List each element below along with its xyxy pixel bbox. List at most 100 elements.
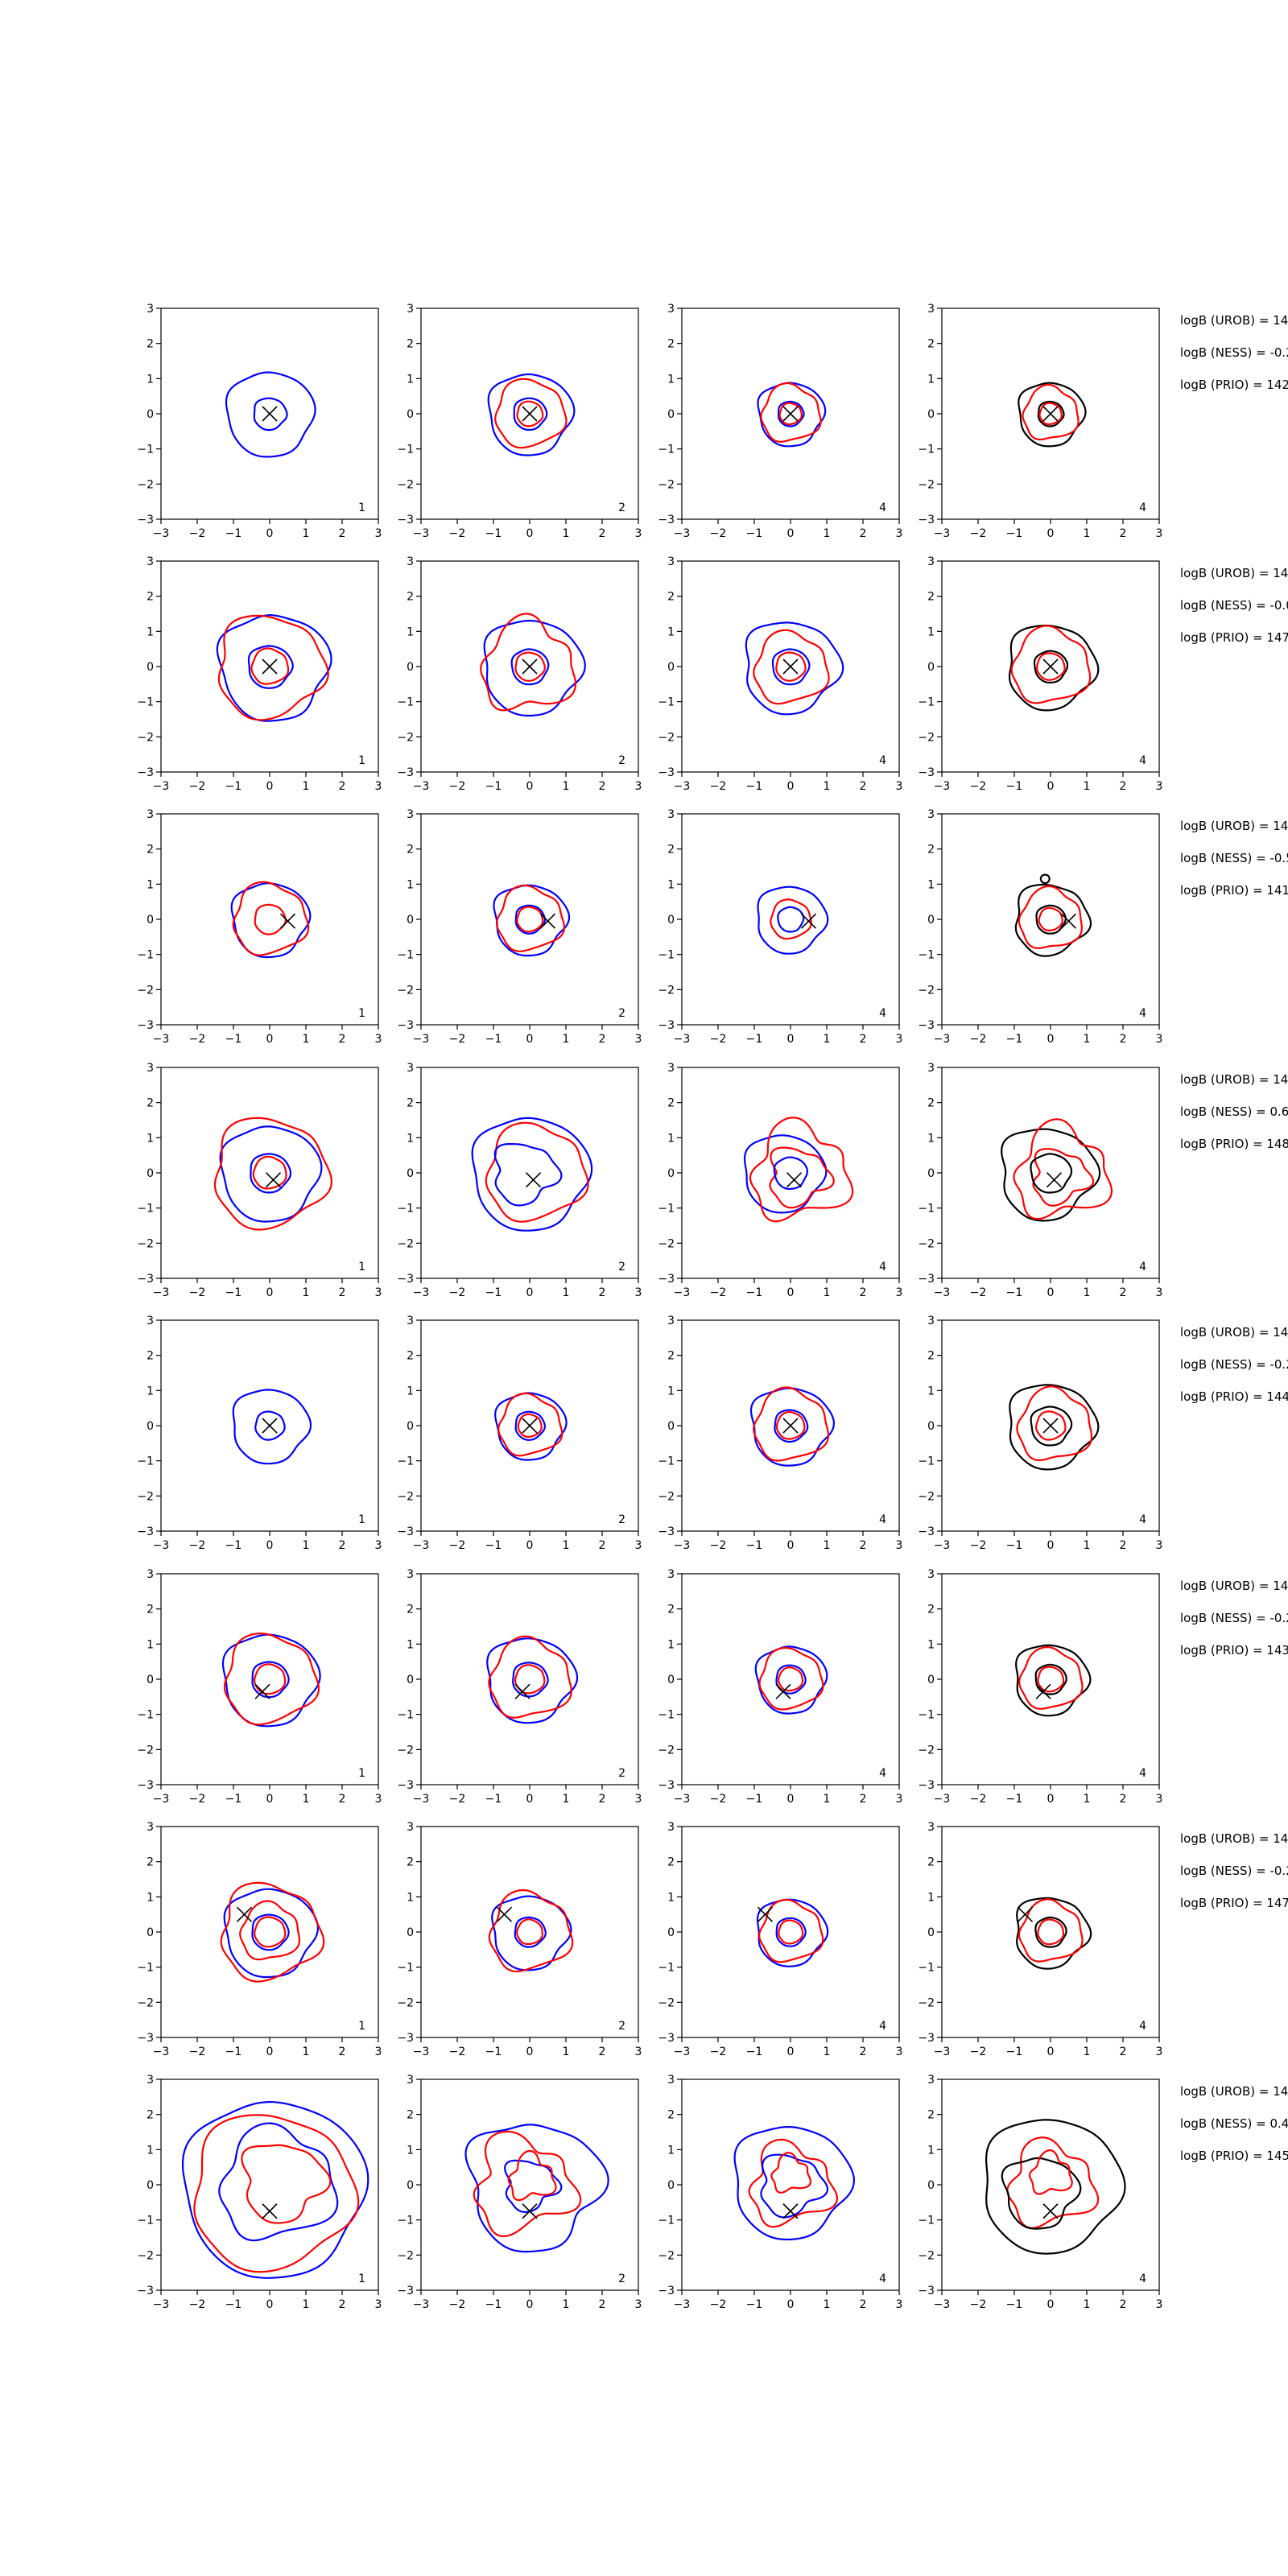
- y-tick-label: 0: [927, 1167, 935, 1180]
- y-tick-label: 0: [407, 1674, 414, 1686]
- y-tick-label: 3: [407, 2074, 414, 2087]
- blue-contour: [225, 371, 316, 458]
- x-tick-label: 3: [375, 1286, 382, 1299]
- panel-index-label: 1: [358, 1261, 365, 1274]
- x-tick-label: 1: [563, 527, 570, 540]
- x-tick-label: −2: [710, 1539, 727, 1552]
- red-contour: [1010, 625, 1092, 704]
- y-tick-label: −2: [918, 984, 935, 997]
- panel-index-label: 1: [358, 1007, 365, 1020]
- x-tick-label: −3: [674, 527, 691, 540]
- y-tick-label: 1: [927, 373, 935, 386]
- x-tick-label: −2: [970, 1033, 987, 1046]
- y-tick-label: −3: [137, 1019, 154, 1032]
- x-tick-label: 2: [339, 1033, 346, 1046]
- y-tick-label: 3: [927, 1821, 935, 1834]
- y-tick-label: 3: [667, 2074, 675, 2087]
- black-contour: [1034, 1916, 1067, 1948]
- y-tick-label: −1: [397, 1962, 414, 1975]
- y-tick-label: −1: [137, 1203, 154, 1216]
- y-tick-label: 3: [927, 1568, 935, 1581]
- x-tick-label: 3: [1156, 2046, 1163, 2058]
- axes-frame: [160, 1067, 379, 1279]
- x-tick-label: −3: [413, 780, 430, 793]
- x-tick-label: −2: [710, 2298, 727, 2311]
- y-tick-label: 0: [147, 914, 154, 927]
- black-contour: [1014, 883, 1092, 957]
- x-tick-label: 0: [526, 1286, 534, 1299]
- y-tick-label: −1: [137, 696, 154, 709]
- y-tick-label: −1: [918, 2215, 935, 2227]
- y-tick-label: 0: [407, 2179, 414, 2192]
- x-tick-label: 2: [339, 1793, 346, 1806]
- x-tick-label: −3: [934, 1033, 951, 1046]
- x-tick-label: −2: [449, 2298, 466, 2311]
- x-tick-label: 1: [303, 527, 310, 540]
- x-tick-label: −3: [413, 1286, 430, 1299]
- panel-index-label: 4: [879, 754, 886, 767]
- panel-r7-c2: −3−3 −2 −2 −1 −1 0 0 1 1 2 2 3 3 2: [397, 1821, 642, 2058]
- log-bayes-factor-text: logB (UROB) = 143: [1180, 1579, 1288, 1593]
- y-tick-label: −1: [397, 1203, 414, 1216]
- black-contour: [1030, 1406, 1073, 1447]
- y-tick-label: −3: [918, 514, 935, 526]
- x-tick-label: 3: [896, 1793, 903, 1806]
- y-tick-label: 3: [147, 1315, 154, 1327]
- panel-index-label: 4: [1139, 1513, 1146, 1526]
- black-contour: [1008, 624, 1100, 712]
- y-tick-label: 0: [667, 1420, 675, 1433]
- x-tick-label: 2: [599, 1539, 606, 1552]
- x-tick-label: 3: [375, 2298, 382, 2311]
- true-value-marker: [800, 913, 817, 929]
- x-tick-label: 1: [563, 1033, 570, 1046]
- y-tick-label: 1: [407, 373, 414, 386]
- y-tick-label: −3: [137, 2032, 154, 2045]
- black-contour: [1018, 382, 1087, 448]
- x-tick-label: 0: [1047, 780, 1055, 793]
- y-tick-label: −2: [137, 2249, 154, 2262]
- blue-contour: [483, 619, 586, 717]
- x-tick-label: 0: [266, 1793, 274, 1806]
- panel-index-label: 4: [879, 1767, 886, 1780]
- x-tick-label: 0: [1047, 2298, 1055, 2311]
- y-tick-label: −3: [397, 1019, 414, 1032]
- blue-contour: [743, 1134, 828, 1214]
- y-tick-label: −3: [658, 514, 675, 526]
- y-tick-label: −1: [397, 696, 414, 709]
- red-contour: [770, 2152, 812, 2194]
- x-tick-label: 3: [635, 2046, 642, 2058]
- y-tick-label: −3: [137, 1273, 154, 1286]
- x-tick-label: 1: [303, 2298, 310, 2311]
- y-tick-label: 1: [667, 878, 675, 891]
- x-tick-label: −1: [485, 2046, 502, 2058]
- red-contour: [778, 402, 803, 426]
- x-tick-label: −3: [153, 2046, 170, 2058]
- true-value-marker: [522, 2203, 538, 2219]
- x-tick-label: −1: [225, 1033, 242, 1046]
- y-tick-label: −1: [397, 1455, 414, 1468]
- x-tick-label: 3: [375, 2046, 382, 2058]
- blue-contour: [512, 1662, 549, 1698]
- panel-index-label: 4: [1139, 2273, 1146, 2285]
- red-contour: [760, 382, 822, 443]
- y-tick-label: 1: [667, 1891, 675, 1904]
- axes-frame: [160, 813, 379, 1026]
- red-contour: [223, 1633, 320, 1726]
- y-tick-label: 2: [147, 1604, 154, 1616]
- contours: [221, 1633, 321, 1728]
- panel-index-label: 4: [879, 1007, 886, 1020]
- x-tick-label: 0: [266, 2298, 274, 2311]
- x-tick-label: 0: [266, 527, 274, 540]
- y-tick-label: −3: [137, 2285, 154, 2297]
- panel-index-label: 1: [358, 2273, 365, 2285]
- log-bayes-factor-text: logB (NESS) = -0.2: [1180, 1611, 1288, 1625]
- y-tick-label: −1: [918, 949, 935, 962]
- y-tick-label: 3: [927, 303, 935, 316]
- y-tick-label: 3: [147, 2074, 154, 2087]
- red-contour: [496, 884, 565, 952]
- x-tick-label: 0: [1047, 2046, 1055, 2058]
- y-tick-label: −2: [658, 478, 675, 491]
- blue-contour: [250, 1153, 292, 1194]
- red-contour: [749, 1117, 854, 1223]
